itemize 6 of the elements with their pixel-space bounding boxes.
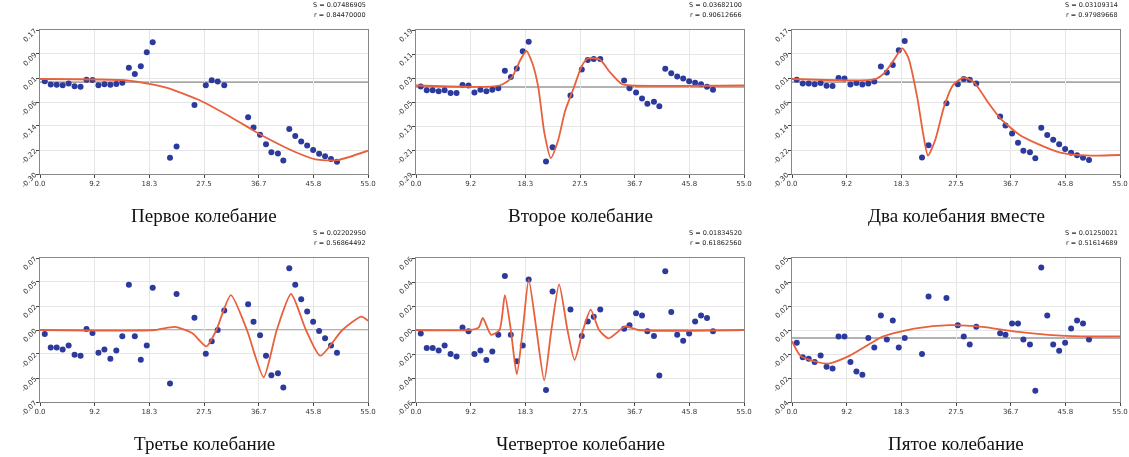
- text: Два колебания вместе: [868, 205, 1045, 226]
- text: Третье колебание: [134, 433, 276, 454]
- text: Четвертое колебание: [496, 433, 665, 454]
- text: Первое колебание: [131, 205, 277, 226]
- text: Второе колебание: [508, 205, 653, 226]
- text: Пятое колебание: [888, 433, 1024, 454]
